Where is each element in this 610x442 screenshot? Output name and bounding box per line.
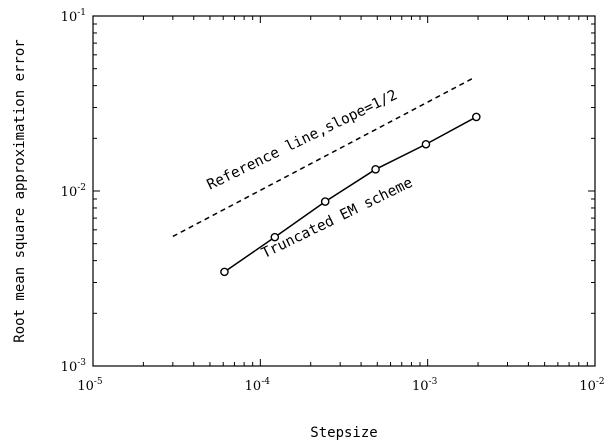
x-axis-title: Stepsize [310,425,377,441]
data-point-truncated-em-scheme [371,165,380,174]
y-tick-label: 10-1 [61,8,86,25]
plot-frame [92,15,596,367]
truncated-em-annotation: Truncated EM scheme [259,175,415,262]
data-point-truncated-em-scheme [421,139,431,149]
series [172,76,481,277]
tick-labels: 10-5 10-4 10-3 10-2 10-3 10-2 10-1 [61,8,605,394]
y-tick-label: 10-3 [61,358,87,375]
data-point-truncated-em-scheme [472,112,481,122]
axes [92,15,596,367]
data-point-truncated-em-scheme [320,197,330,206]
data-point-truncated-em-scheme [220,267,229,277]
y-axis-title: Root mean square approximation error [12,39,28,342]
y-tick-label: 10-2 [61,183,86,200]
x-tick-label: 10-2 [579,377,604,394]
x-tick-label: 10-5 [77,377,103,394]
data-point-truncated-em-scheme [270,232,280,242]
series-line-truncated-em-scheme [224,116,477,273]
x-tick-label: 10-3 [412,377,438,394]
tick-marks [93,16,595,366]
x-tick-label: 10-4 [245,377,271,394]
reference-line-annotation: Reference line,slope=1/2 [205,87,400,193]
series-line-reference-line-slope-1-2 [172,76,475,238]
